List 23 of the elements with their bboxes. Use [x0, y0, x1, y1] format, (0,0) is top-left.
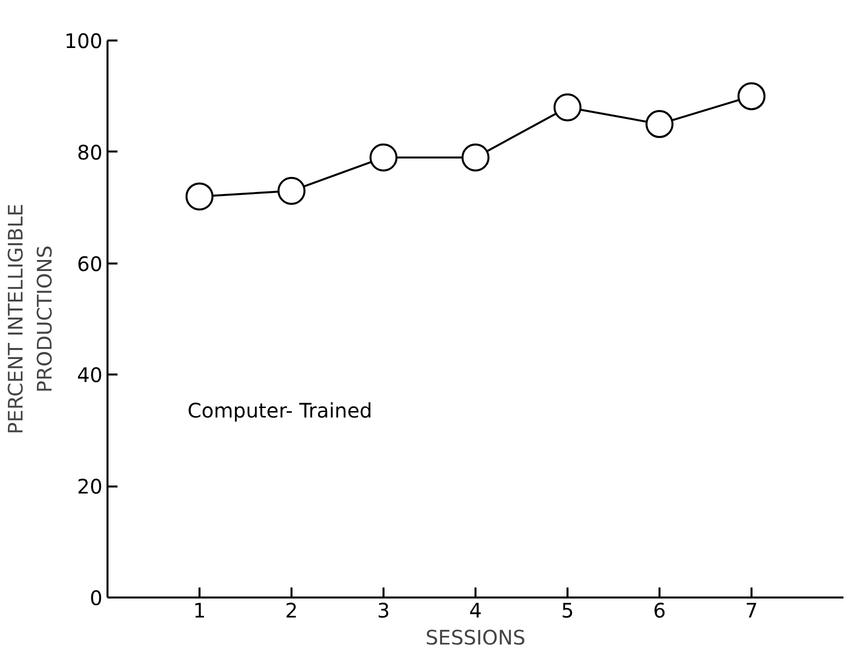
y-axis-title: PERCENT INTELLIGIBLE PRODUCTIONS [4, 204, 56, 434]
point [738, 82, 766, 110]
x-axis-title: SESSIONS [425, 626, 526, 650]
point [186, 182, 214, 210]
point [554, 93, 582, 122]
x-tick-label: 7 [745, 598, 758, 622]
x-tick-label: 6 [653, 598, 666, 622]
y-tick-label: 60 [77, 252, 103, 276]
point [646, 110, 674, 138]
x-tick-label: 3 [377, 598, 390, 622]
x-tick-label: 4 [469, 598, 482, 622]
x-tick-label: 5 [561, 598, 574, 622]
point [462, 143, 490, 172]
text: Computer- Trained [188, 398, 372, 422]
point [278, 176, 306, 205]
y-tick-label: 40 [77, 363, 103, 388]
point [370, 143, 398, 172]
x-tick-label: 1 [193, 598, 206, 622]
y-tick-label: 100 [64, 29, 103, 53]
x-tick-label: 2 [285, 598, 298, 622]
y-tick-label: 80 [77, 140, 103, 164]
y-tick-label: 20 [77, 474, 103, 499]
y-tick-label: 0 [90, 586, 103, 610]
